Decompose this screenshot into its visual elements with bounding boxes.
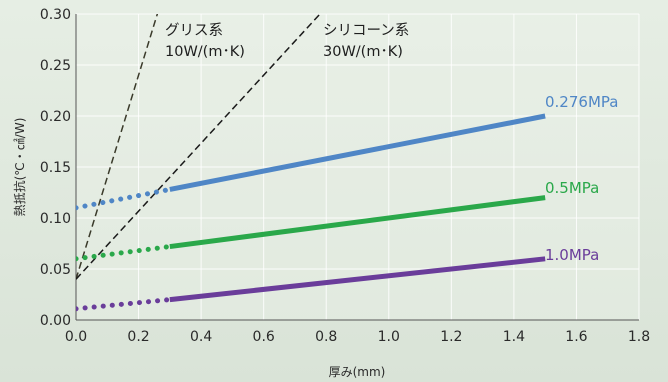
y-tick-label: 0.10 [40, 211, 71, 227]
reference-label-2-line2: 30W/(m･K) [323, 44, 403, 60]
reference-label-1-line2: 10W/(m･K) [165, 44, 245, 60]
y-tick-label: 0.20 [40, 109, 71, 125]
reference-label-1-line1: グリス系 [165, 22, 223, 39]
series-1-line [169, 113, 546, 192]
x-tick-label: 0.6 [253, 329, 275, 345]
y-tick-label: 0.15 [40, 160, 71, 176]
x-tick-label: 1.8 [628, 329, 650, 345]
x-tick-label: 1.4 [503, 329, 525, 345]
series-layer [76, 113, 546, 312]
series-2-line [169, 195, 546, 250]
series-1-label: 0.276MPa [545, 93, 618, 111]
reference-line-layer [76, 14, 321, 280]
x-tick-label: 0.0 [65, 329, 87, 345]
y-tick-label: 0.05 [40, 262, 71, 278]
x-tick-label: 0.2 [127, 329, 149, 345]
x-axis-title: 厚み(mm) [329, 365, 386, 379]
x-tick-label: 1.0 [378, 329, 400, 345]
series-3-line [169, 256, 546, 303]
series-3-extrapolation [76, 297, 173, 312]
y-axis-title: 熱抵抗(℃・㎠/W) [12, 118, 27, 217]
reference-label-2-line1: シリコーン系 [323, 22, 409, 39]
y-tick-label: 0.25 [40, 58, 71, 74]
series-2-label: 0.5MPa [545, 179, 599, 197]
y-tick-label: 0.00 [40, 313, 71, 329]
series-2-extrapolation [76, 244, 173, 262]
series-3-label: 1.0MPa [545, 246, 599, 264]
x-tick-label: 0.4 [190, 329, 212, 345]
x-tick-label: 1.2 [440, 329, 462, 345]
y-tick-label: 0.30 [40, 7, 71, 23]
reference-line-2 [76, 14, 321, 280]
series-1-extrapolation [76, 186, 173, 211]
label-layer: グリス系 10W/(m･K) シリコーン系 30W/(m･K) 0.276MPa 0.5M… [165, 22, 618, 264]
axis-layer: 0.00 0.05 0.10 0.15 0.20 0.25 0.30 0.0 0.2 0.4 0.6… [40, 7, 650, 345]
reference-line-1 [76, 14, 159, 280]
x-tick-label: 1.6 [565, 329, 587, 345]
x-tick-label: 0.8 [315, 329, 337, 345]
